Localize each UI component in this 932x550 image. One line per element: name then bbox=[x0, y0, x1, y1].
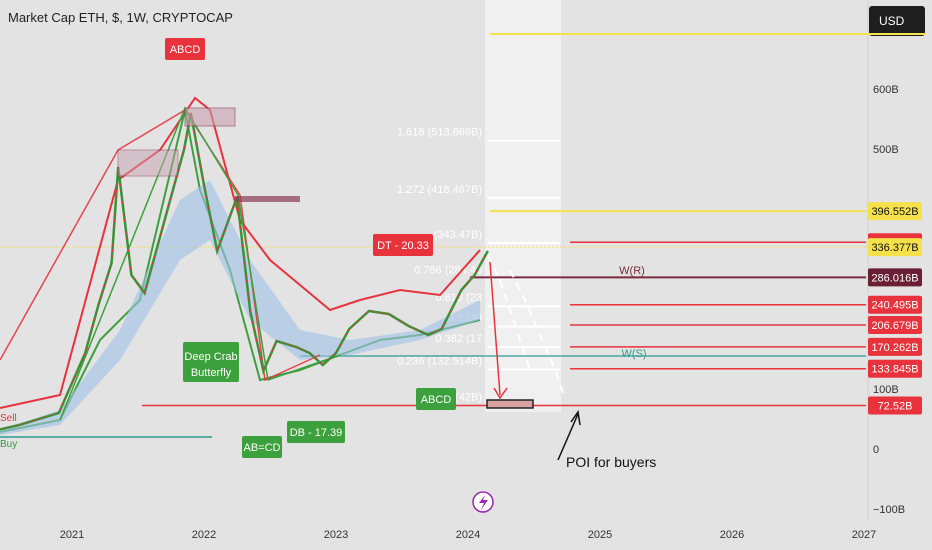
price-label: 336.377B bbox=[871, 242, 918, 254]
fib-label: 0.786 (284.46 bbox=[414, 264, 482, 276]
y-tick-label: 0 bbox=[873, 444, 879, 456]
price-label: 170.262B bbox=[871, 342, 918, 354]
price-label-bg bbox=[868, 359, 922, 378]
abcd-bottom-label: ABCD bbox=[421, 394, 452, 406]
sell-signal: Sell bbox=[0, 413, 17, 424]
price-label: 286.016B bbox=[871, 272, 918, 284]
fib-label: (343.47B) bbox=[434, 229, 482, 241]
drop-arrowhead bbox=[493, 387, 508, 400]
ws-label: W(S) bbox=[621, 348, 646, 360]
ab-cd-label: AB=CD bbox=[244, 442, 281, 454]
x-tick-label: 2022 bbox=[192, 529, 216, 541]
wr-label: W(R) bbox=[619, 265, 645, 277]
lightning-icon bbox=[472, 491, 494, 513]
x-tick-label: 2023 bbox=[324, 529, 348, 541]
x-tick-label: 2026 bbox=[720, 529, 744, 541]
price-label-bg bbox=[868, 238, 922, 257]
abcd-top-label-bg bbox=[165, 38, 205, 60]
price-label: 72.52B bbox=[878, 400, 913, 412]
y-tick-label: 600B bbox=[873, 84, 899, 96]
poi-label: POI for buyers bbox=[566, 454, 656, 470]
projection-zone bbox=[485, 0, 561, 412]
y-tick-label: −100B bbox=[873, 504, 905, 516]
x-tick-label: 2025 bbox=[588, 529, 612, 541]
poi-arrow bbox=[557, 413, 579, 461]
abcd-top-label: ABCD bbox=[170, 44, 201, 56]
drop-arrow bbox=[489, 261, 501, 396]
x-tick-label: 2027 bbox=[852, 529, 876, 541]
supply-box bbox=[235, 196, 300, 202]
y-tick-label: 500B bbox=[873, 144, 899, 156]
price-label-bg bbox=[868, 396, 922, 415]
poi-arrowhead bbox=[570, 410, 581, 426]
currency-button[interactable]: USD bbox=[869, 6, 925, 36]
deep-crab-bg bbox=[183, 342, 239, 382]
x-tick-label: 2024 bbox=[456, 529, 480, 541]
price-label-bg bbox=[868, 295, 922, 314]
deep-crab-label: Deep Crab bbox=[184, 351, 237, 363]
price-label-bg bbox=[868, 268, 922, 287]
price-label-bg bbox=[868, 315, 922, 334]
price-label: 396.552B bbox=[871, 206, 918, 218]
deep-crab-label: Butterfly bbox=[191, 367, 232, 379]
db-label-bg bbox=[287, 421, 345, 443]
price-label: 240.495B bbox=[871, 300, 918, 312]
price-label: 206.679B bbox=[871, 320, 918, 332]
dt-label: DT - 20.33 bbox=[377, 240, 429, 252]
price-label: 133.845B bbox=[871, 364, 918, 376]
db-label: DB - 17.39 bbox=[290, 427, 343, 439]
chart-title: Market Cap ETH, $, 1W, CRYPTOCAP bbox=[8, 10, 233, 25]
price-label-bg bbox=[868, 202, 922, 221]
fib-label: (42B) bbox=[455, 391, 482, 403]
fib-label: 0.382 (17 bbox=[436, 333, 482, 345]
price-line-overlay bbox=[0, 112, 489, 430]
dt-label-bg bbox=[373, 234, 433, 256]
buy-signal: Buy bbox=[0, 439, 17, 450]
fib-label: 1.618 (513.869B) bbox=[397, 127, 482, 139]
fib-label: 1.272 (418.467B) bbox=[397, 184, 482, 196]
price-label-bg bbox=[868, 337, 922, 356]
ab-cd-label-bg bbox=[242, 436, 282, 458]
projection-path bbox=[487, 254, 531, 371]
fib-label: 0.236 (132.514B) bbox=[397, 355, 482, 367]
x-tick-label: 2021 bbox=[60, 529, 84, 541]
poi-box bbox=[486, 399, 534, 409]
supply-box bbox=[184, 107, 236, 127]
projection-path bbox=[509, 269, 566, 399]
y-tick-label: 100B bbox=[873, 384, 899, 396]
supply-box bbox=[117, 149, 179, 177]
crab-pattern bbox=[59, 106, 341, 421]
fib-label: 0.618 (23 bbox=[436, 292, 482, 304]
lightning-icon bbox=[479, 495, 488, 510]
abcd-bottom-label-bg bbox=[416, 388, 456, 410]
